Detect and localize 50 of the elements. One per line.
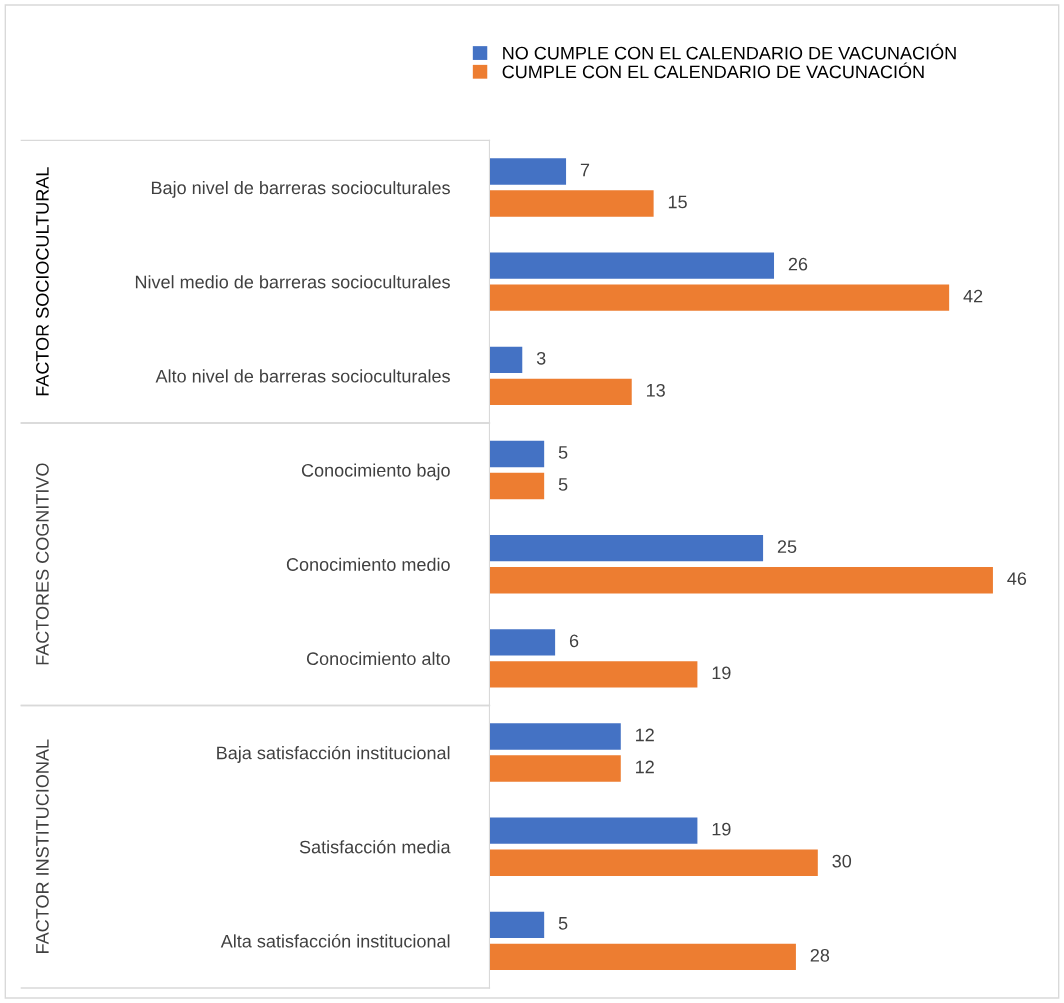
y-tick-label: Conocimiento medio (286, 557, 450, 571)
data-label: 5 (558, 478, 568, 491)
bar (489, 629, 556, 656)
data-label: 15 (668, 195, 687, 209)
bar (489, 472, 545, 500)
y-tick-label: Satisfacción media (299, 839, 451, 854)
text: FACTOR SOCIOCULTURAL (36, 167, 49, 396)
text: FACTORES COGNITIVO (36, 463, 49, 665)
bar (489, 723, 621, 750)
data-label: 30 (832, 854, 852, 868)
y-tick-label: Baja satisfacción institucional (217, 745, 450, 763)
y-tick-label: Conocimiento alto (306, 651, 450, 666)
bar (489, 440, 545, 468)
data-label: 7 (580, 163, 590, 177)
bar (489, 534, 764, 562)
bar (489, 158, 567, 185)
data-label: 5 (558, 446, 568, 459)
y-tick-label: Nivel medio de barreras socioculturales (135, 275, 450, 289)
legend-label: CUMPLE CON EL CALENDARIO DE VACUNACIÓN (502, 62, 924, 79)
bar (489, 346, 523, 374)
bar (489, 661, 698, 688)
bar (489, 943, 796, 971)
bar (489, 817, 698, 844)
data-label: 42 (963, 289, 983, 303)
bar (489, 911, 545, 939)
data-label: 19 (712, 822, 731, 836)
data-label: 6 (569, 634, 579, 648)
bar (489, 252, 775, 279)
data-label: 3 (536, 351, 546, 365)
y-tick-label: Alto nivel de barreras socioculturales (155, 369, 450, 383)
bar (489, 755, 621, 782)
data-label: 5 (558, 917, 568, 930)
y-tick-label: Conocimiento bajo (301, 463, 450, 481)
bar (489, 849, 818, 876)
data-label: 12 (636, 728, 654, 742)
data-label: 26 (788, 257, 808, 271)
data-label: 25 (777, 540, 797, 554)
y-tick-label: Bajo nivel de barreras socioculturales (151, 180, 450, 198)
bar (489, 190, 654, 217)
text: FACTOR INSTITUCIONAL (36, 739, 49, 953)
data-label: 28 (810, 948, 830, 962)
bar (489, 284, 950, 311)
data-label: 13 (647, 383, 665, 397)
data-label: 19 (712, 666, 731, 680)
bar (489, 378, 632, 406)
legend-label: NO CUMPLE CON EL CALENDARIO DE VACUNACIÓN (503, 43, 956, 60)
data-label: 12 (636, 760, 654, 774)
y-tick-label: Alta satisfacción institucional (220, 934, 450, 948)
bar (489, 567, 993, 594)
data-label: 46 (1007, 572, 1027, 586)
